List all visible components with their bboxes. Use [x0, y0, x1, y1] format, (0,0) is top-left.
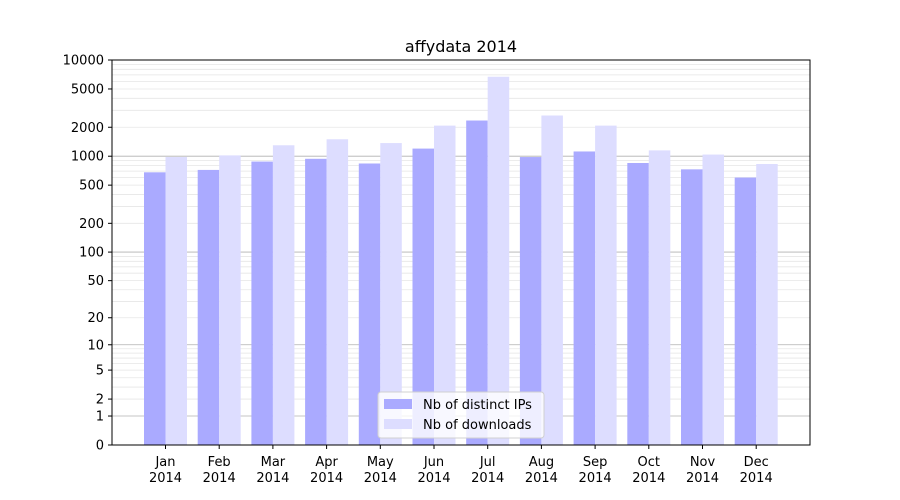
bar-downloads-jun [434, 125, 456, 445]
legend-swatch-distinct-ips [384, 399, 412, 409]
y-tick-label: 0 [96, 439, 104, 454]
bars [144, 76, 778, 446]
x-tick-label-year: 2014 [525, 471, 558, 486]
bar-downloads-jul [487, 76, 510, 445]
x-tick-label-year: 2014 [686, 471, 719, 486]
y-tick-label: 50 [87, 274, 104, 289]
x-axis: Jan2014Feb2014Mar2014Apr2014May2014Jun20… [149, 445, 773, 486]
x-tick-label-month: Sep [583, 455, 608, 470]
bar-distinct-ips-feb [197, 169, 220, 446]
bar-distinct-ips-may [358, 163, 381, 445]
x-tick-label-month: Oct [638, 455, 660, 470]
x-tick-label-month: Apr [315, 455, 338, 470]
bar-distinct-ips-dec [734, 177, 757, 445]
x-tick-label-month: Mar [261, 455, 286, 470]
y-tick-label: 5 [96, 364, 104, 379]
x-tick-label-year: 2014 [310, 471, 343, 486]
x-tick-label-year: 2014 [417, 471, 450, 486]
bar-distinct-ips-mar [251, 161, 273, 446]
y-tick-label: 10000 [63, 54, 104, 69]
y-tick-label: 10 [87, 338, 104, 353]
legend-box [377, 391, 545, 439]
x-tick-label-year: 2014 [203, 471, 236, 486]
bar-distinct-ips-jul [466, 120, 488, 446]
x-tick-label-month: Aug [529, 455, 554, 470]
chart-title: affydata 2014 [405, 37, 517, 56]
y-tick-label: 500 [79, 179, 104, 194]
bar-downloads-apr [326, 139, 349, 445]
x-tick-label-year: 2014 [256, 471, 289, 486]
bar-downloads-feb [219, 155, 241, 446]
x-tick-label-month: Feb [208, 455, 231, 470]
bar-downloads-may [380, 143, 402, 445]
x-tick-label-year: 2014 [149, 471, 182, 486]
bar-distinct-ips-nov [681, 169, 703, 445]
x-tick-label-month: Jan [154, 455, 175, 470]
x-tick-label-month: Jun [423, 455, 444, 470]
legend-label-distinct-ips: Nb of distinct IPs [423, 398, 532, 413]
x-tick-label-year: 2014 [364, 471, 397, 486]
bar-downloads-aug [541, 115, 563, 445]
x-tick-label-month: Nov [690, 455, 716, 470]
bar-downloads-oct [648, 150, 671, 445]
bar-distinct-ips-apr [305, 158, 327, 445]
bar-downloads-sep [595, 125, 617, 445]
bar-distinct-ips-oct [627, 162, 649, 445]
x-tick-label-month: Jul [479, 455, 496, 470]
bar-distinct-ips-jan [144, 172, 166, 445]
legend-swatch-downloads [384, 419, 412, 429]
y-tick-label: 1 [96, 410, 104, 425]
bar-distinct-ips-sep [573, 151, 596, 446]
x-tick-label-year: 2014 [632, 471, 665, 486]
y-tick-label: 2000 [71, 121, 104, 136]
x-tick-label-year: 2014 [740, 471, 773, 486]
y-tick-label: 2 [96, 393, 104, 408]
legend: Nb of distinct IPs Nb of downloads [377, 391, 545, 439]
y-tick-label: 20 [87, 311, 104, 326]
y-tick-label: 200 [79, 217, 104, 232]
x-tick-label-month: Dec [744, 455, 769, 470]
x-tick-label-month: May [367, 455, 394, 470]
bar-distinct-ips-aug [519, 157, 542, 445]
y-axis: 0 1 2 5 10 20 50 100 200 500 1000 2000 5000 10000 [63, 54, 112, 454]
y-tick-label: 5000 [71, 82, 104, 97]
x-tick-label-year: 2014 [579, 471, 612, 486]
legend-label-downloads: Nb of downloads [423, 418, 532, 433]
x-tick-label-year: 2014 [471, 471, 504, 486]
y-tick-label: 100 [79, 246, 104, 261]
bar-downloads-mar [272, 145, 295, 445]
bar-downloads-jan [165, 157, 187, 445]
bar-downloads-dec [756, 163, 778, 445]
bar-distinct-ips-jun [412, 148, 434, 445]
y-tick-label: 1000 [71, 150, 104, 165]
bar-downloads-nov [702, 154, 724, 445]
